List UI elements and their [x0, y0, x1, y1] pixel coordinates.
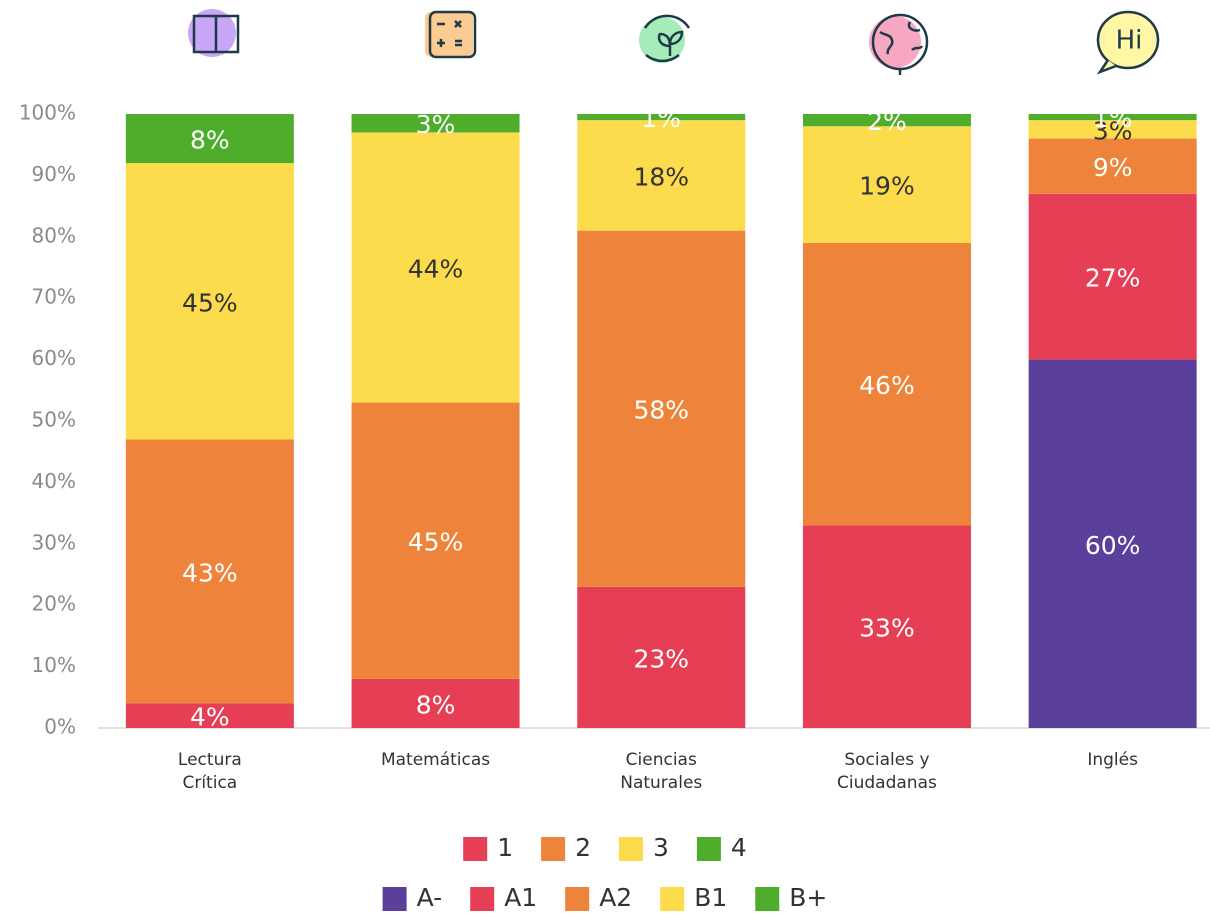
legend-label: 2: [575, 833, 591, 862]
value-label: 44%: [408, 255, 464, 284]
value-label: 27%: [1085, 264, 1141, 293]
bar-segment: [802, 114, 971, 127]
icon-text: Hi: [1116, 26, 1143, 56]
legend-swatch: [660, 887, 685, 911]
value-label: 45%: [408, 528, 464, 557]
bar-segment: [577, 586, 746, 728]
value-label: 43%: [182, 558, 238, 587]
y-tick-label: 40%: [32, 469, 76, 493]
x-tick-label: Ciudadanas: [837, 773, 937, 793]
bar-segment: [802, 525, 971, 728]
bar-segment: [125, 439, 294, 704]
x-tick-label: Lectura: [178, 750, 242, 770]
value-label: 45%: [182, 288, 238, 317]
legend-swatch: [470, 887, 495, 911]
value-label: 1%: [641, 104, 681, 133]
bar-segment: [351, 132, 520, 403]
legend-label: B+: [789, 883, 827, 912]
x-tick-label: Sociales y: [844, 750, 929, 770]
legend-label: 4: [731, 833, 747, 862]
legend-label: A-: [417, 883, 443, 912]
bar-segment: [802, 126, 971, 243]
bar-segment: [1028, 120, 1197, 139]
legend-swatch: [696, 837, 721, 861]
bar-segment: [577, 114, 746, 121]
x-tick-label: Naturales: [620, 773, 702, 793]
bar-segment: [125, 163, 294, 440]
bar-segment: [125, 703, 294, 728]
x-tick-label: Ciencias: [626, 750, 697, 770]
legend-swatch: [755, 887, 780, 911]
legend-label: A2: [599, 883, 632, 912]
bar-segment: [1028, 193, 1197, 360]
x-tick-label: Inglés: [1087, 750, 1138, 770]
bar-segment: [577, 230, 746, 587]
legend-swatch: [382, 887, 407, 911]
legend-swatch: [541, 837, 566, 861]
legend-label: 1: [497, 833, 513, 862]
bar-segment: [351, 114, 520, 133]
subject-icons: Hi: [188, 9, 1160, 75]
value-label: 60%: [1085, 531, 1141, 560]
value-label: 19%: [859, 172, 915, 201]
bar-segment: [351, 678, 520, 728]
y-tick-label: 100%: [19, 101, 76, 125]
value-label: 4%: [190, 703, 230, 732]
legend-label: 3: [653, 833, 669, 862]
legend-swatch: [565, 887, 590, 911]
y-tick-label: 70%: [32, 285, 76, 309]
bar-segment: [1028, 359, 1197, 728]
y-tick-label: 0%: [44, 715, 76, 739]
legend-swatch: [619, 837, 643, 861]
y-tick-label: 20%: [32, 592, 76, 616]
y-tick-label: 90%: [32, 162, 76, 186]
bar-segment: [1028, 138, 1197, 194]
y-tick-label: 30%: [32, 530, 76, 554]
bar-segment: [351, 402, 520, 679]
value-label: 9%: [1093, 153, 1133, 182]
legend-swatch: [463, 837, 488, 861]
value-label: 8%: [416, 690, 456, 719]
y-tick-label: 80%: [32, 223, 76, 247]
y-tick-label: 10%: [32, 653, 76, 677]
value-label: 33%: [859, 614, 915, 643]
y-tick-label: 60%: [32, 346, 76, 370]
value-label: 1%: [1093, 104, 1133, 133]
value-label: 3%: [1093, 116, 1133, 145]
value-label: 23%: [633, 644, 689, 673]
value-label: 18%: [633, 162, 689, 191]
bar-segment: [577, 120, 746, 231]
value-label: 8%: [190, 126, 230, 155]
bar-segment: [1028, 114, 1197, 121]
value-label: 46%: [859, 371, 915, 400]
x-tick-label: Crítica: [182, 773, 237, 793]
bar-segment: [125, 114, 294, 164]
legend-label: A1: [504, 883, 537, 912]
y-tick-label: 50%: [32, 408, 76, 432]
value-label: 2%: [867, 107, 907, 136]
bar-segment: [802, 242, 971, 526]
legend-label: B1: [694, 883, 727, 912]
value-label: 58%: [633, 396, 689, 425]
value-label: 3%: [416, 110, 456, 139]
x-tick-label: Matemáticas: [381, 750, 490, 770]
